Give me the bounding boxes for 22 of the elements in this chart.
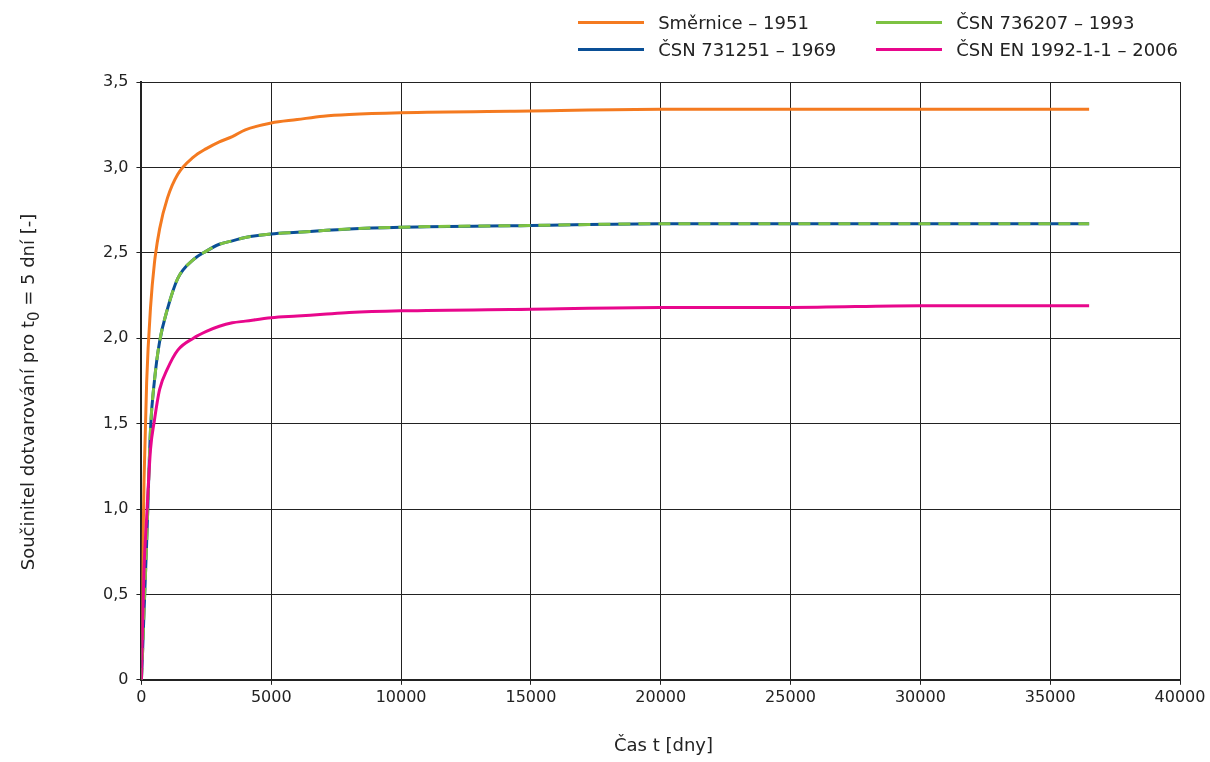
x-tick-label: 40000	[1154, 686, 1206, 706]
y-tick-label: 1,0	[102, 498, 129, 518]
y-tick-label: 0	[118, 668, 129, 688]
x-tick-label: 5000	[250, 686, 292, 706]
legend-label: ČSN 736207 – 1993	[956, 12, 1135, 33]
x-tick-label: 10000	[375, 686, 427, 706]
y-tick-label: 3,5	[102, 71, 129, 91]
x-tick-label: 15000	[505, 686, 557, 706]
x-tick-label: 35000	[1024, 686, 1076, 706]
y-tick-label: 0,5	[102, 583, 129, 603]
legend-label: ČSN EN 1992-1-1 – 2006	[956, 39, 1178, 60]
x-tick-label: 25000	[765, 686, 816, 706]
x-tick-label: 0	[136, 686, 147, 706]
y-tick-label: 2,0	[102, 327, 129, 347]
y-tick-label: 3,0	[102, 156, 129, 176]
x-tick-label: 30000	[894, 686, 946, 706]
legend-label: Směrnice – 1951	[658, 12, 809, 33]
x-axis-title: Čas t [dny]	[613, 734, 714, 755]
y-tick-label: 1,5	[102, 412, 129, 432]
x-tick-label: 20000	[635, 686, 687, 706]
y-tick-label: 2,5	[102, 241, 129, 261]
legend-label: ČSN 731251 – 1969	[658, 39, 837, 60]
